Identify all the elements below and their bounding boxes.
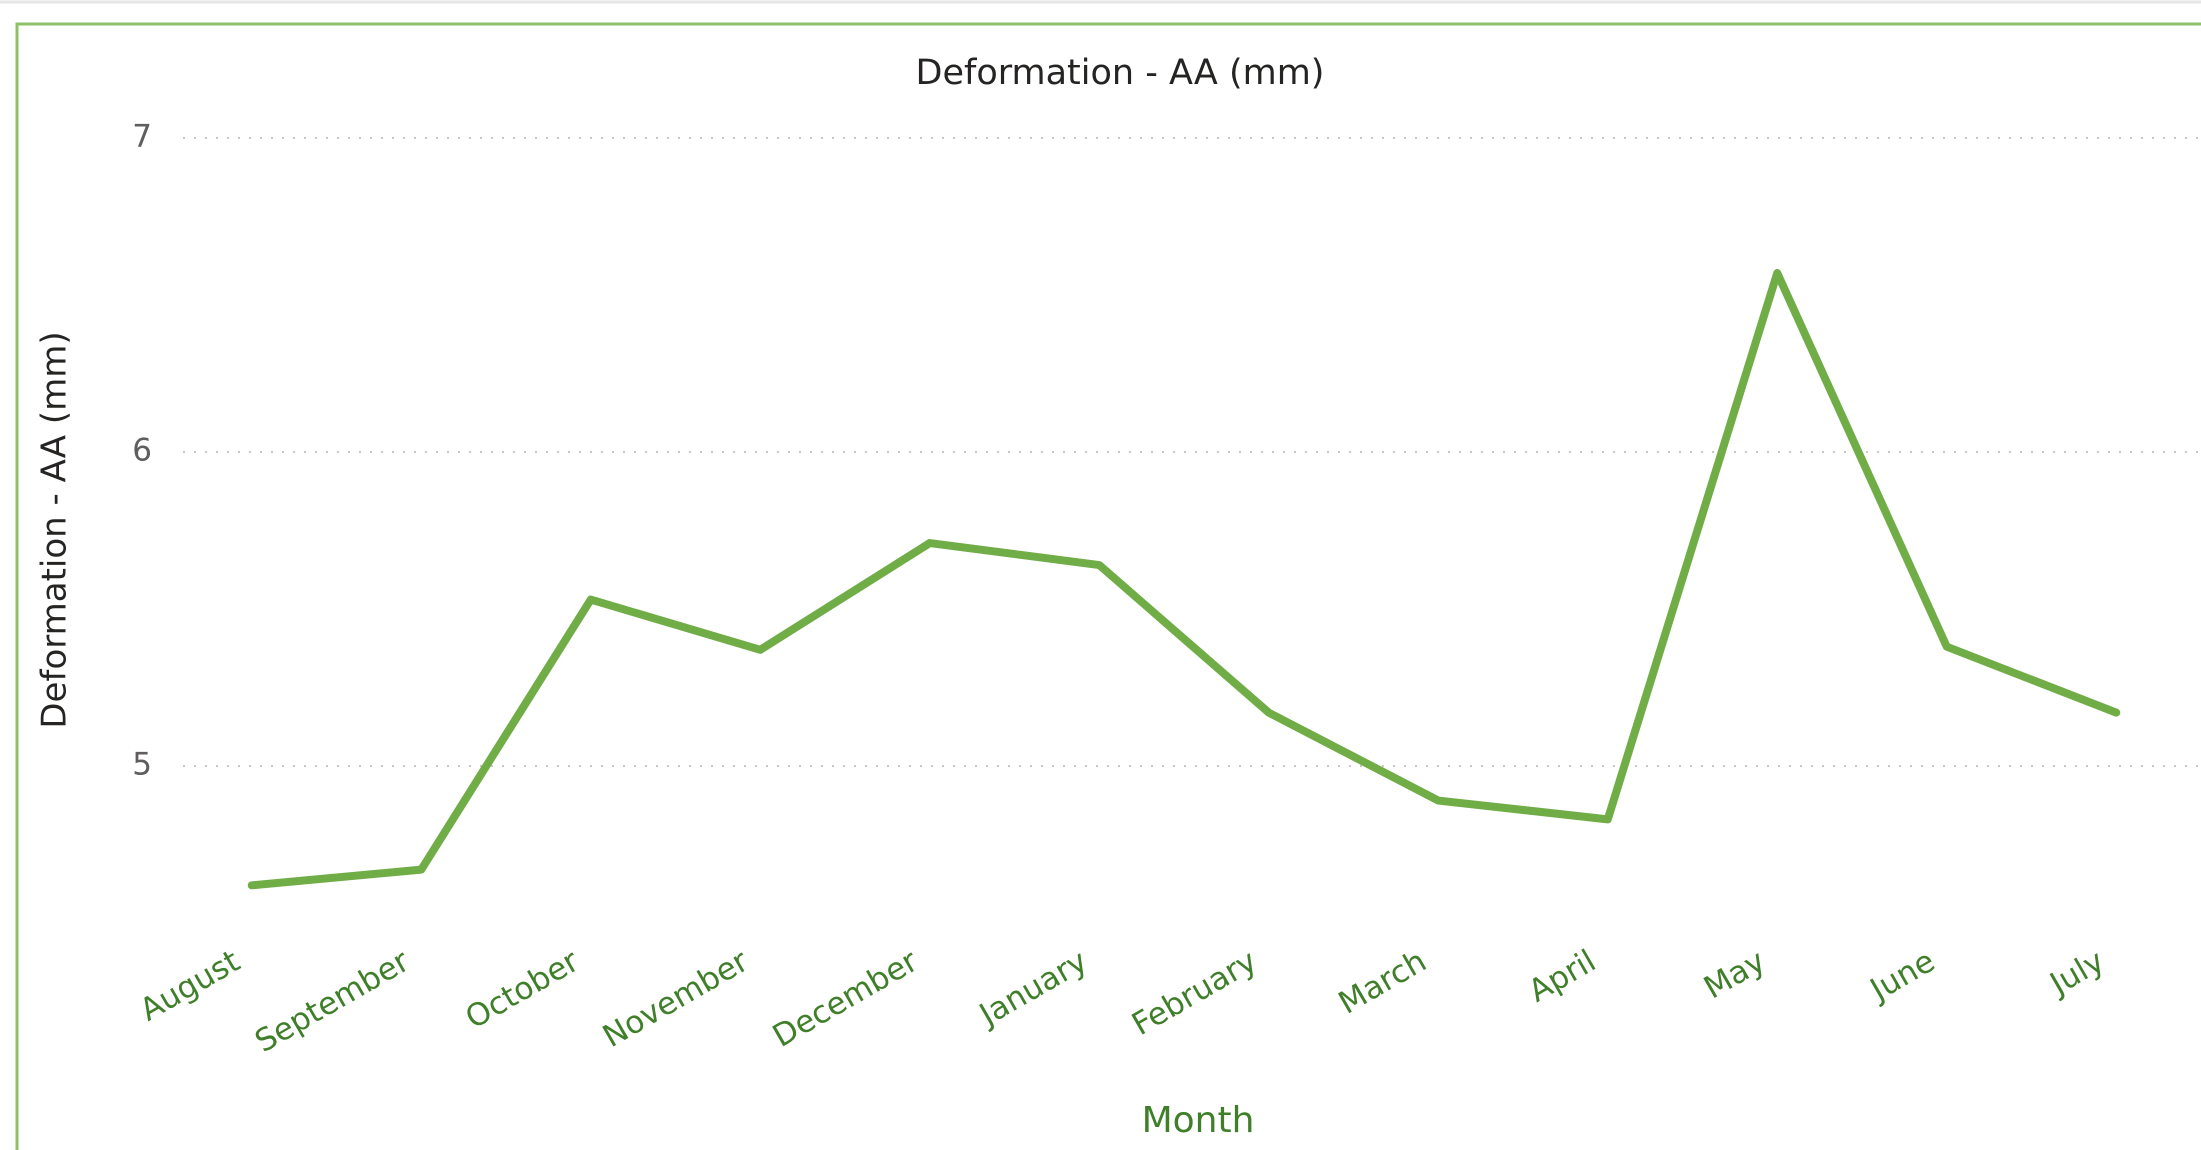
x-tick-label: January xyxy=(972,943,1094,1034)
x-tick-label: August xyxy=(134,943,246,1028)
y-tick-label: 7 xyxy=(132,119,152,155)
x-axis-title: Month xyxy=(1142,1100,1255,1141)
x-tick-label: February xyxy=(1126,943,1263,1043)
chart-title: Deformation - AA (mm) xyxy=(916,53,1325,93)
x-tick-label: March xyxy=(1333,943,1433,1021)
y-tick-label: 5 xyxy=(132,747,152,783)
x-tick-label: May xyxy=(1698,943,1772,1006)
x-tick-label: October xyxy=(460,943,586,1036)
line xyxy=(247,269,2121,890)
x-tick-label: June xyxy=(1863,943,1941,1009)
x-tick-label: July xyxy=(2042,943,2110,1003)
x-tick-label: September xyxy=(249,943,416,1060)
visual-border xyxy=(15,22,2201,1150)
x-tick-label: December xyxy=(767,943,924,1055)
y-tick-label: 6 xyxy=(132,433,152,469)
y-axis-title: Deformation - AA (mm) xyxy=(35,331,75,728)
x-tick-label: April xyxy=(1523,943,1602,1010)
x-tick-label: November xyxy=(597,943,755,1055)
